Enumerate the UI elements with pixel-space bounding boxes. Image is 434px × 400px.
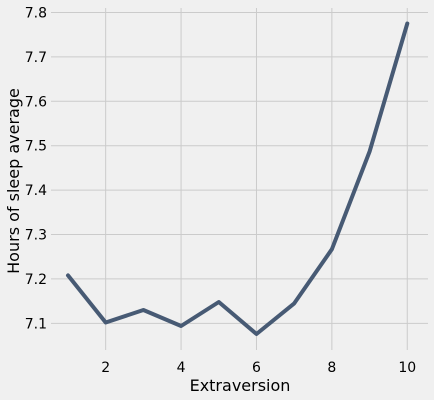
y-tick-label: 7.2 xyxy=(25,272,47,288)
x-tick-label: 6 xyxy=(252,360,261,376)
series-line xyxy=(66,21,410,336)
y-tick-label: 7.6 xyxy=(25,94,47,110)
x-axis-label: Extraversion xyxy=(190,376,291,395)
y-tick-label: 7.8 xyxy=(25,5,47,21)
x-axis-ticks: 2 4 6 8 10 xyxy=(101,360,416,376)
x-tick-label: 8 xyxy=(327,360,336,376)
x-tick-label: 4 xyxy=(177,360,186,376)
y-tick-label: 7.5 xyxy=(25,139,47,155)
y-tick-label: 7.4 xyxy=(25,183,47,199)
y-tick-label: 7.1 xyxy=(25,316,47,332)
y-tick-label: 7.7 xyxy=(25,50,47,66)
y-axis-ticks: 7.1 7.2 7.3 7.4 7.5 7.6 7.7 7.8 xyxy=(25,5,47,332)
x-tick-label: 2 xyxy=(101,360,110,376)
x-tick-label: 10 xyxy=(398,360,416,376)
y-tick-label: 7.3 xyxy=(25,228,47,244)
series-layer xyxy=(66,21,410,336)
y-axis-label: Hours of sleep average xyxy=(4,88,23,274)
grid-lines xyxy=(51,8,428,350)
